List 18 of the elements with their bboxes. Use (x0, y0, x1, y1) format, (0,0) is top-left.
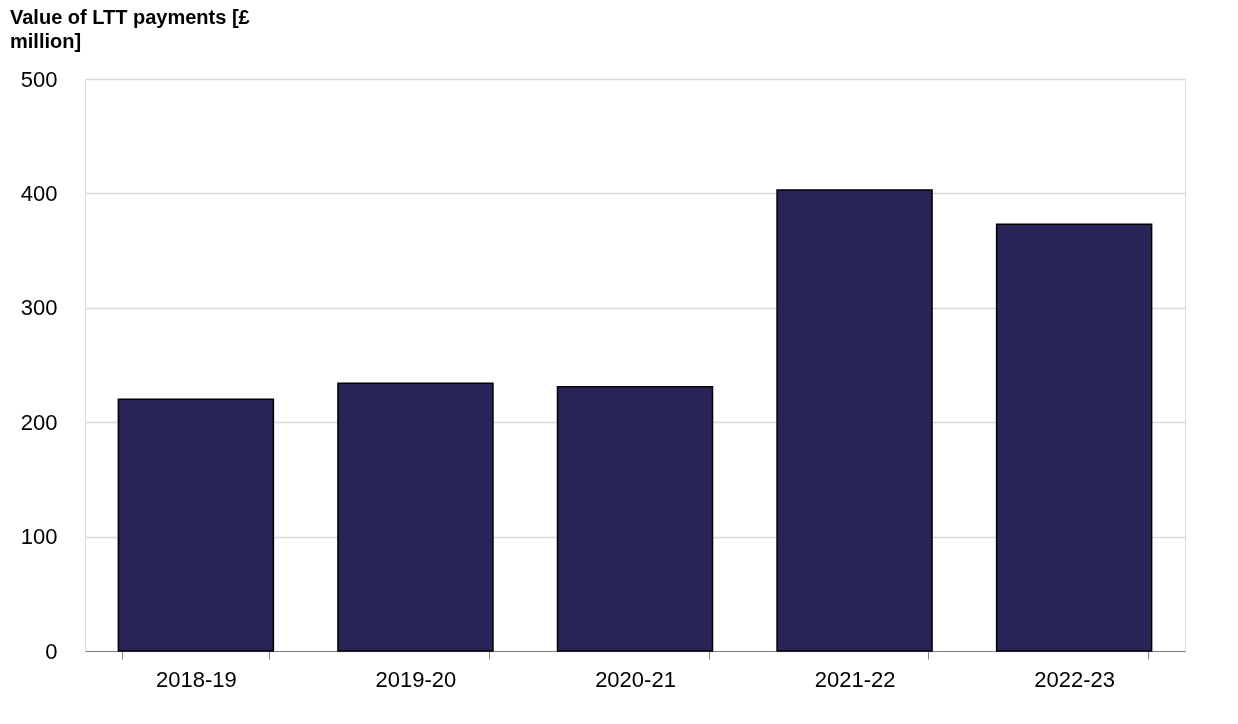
y-tick-label: 500 (20, 66, 58, 92)
x-tick-label: 2022-23 (1034, 666, 1115, 692)
x-tick-label: 2019-20 (375, 666, 457, 692)
x-tick-label: 2018-19 (156, 666, 237, 692)
bar (117, 398, 275, 652)
y-tick-label: 400 (20, 180, 58, 206)
y-tick-label: 100 (20, 524, 58, 550)
text: million] (10, 30, 82, 52)
bar (337, 382, 494, 652)
y-tick-label: 200 (20, 409, 58, 435)
text: Value of LTT payments [£ (10, 6, 250, 28)
x-tick-label: 2021-22 (814, 666, 896, 692)
bar (995, 223, 1153, 652)
bar (776, 189, 933, 652)
y-tick-label: 0 (45, 638, 58, 664)
bar (556, 385, 714, 652)
y-tick-label: 300 (20, 295, 58, 321)
x-tick-label: 2020-21 (595, 666, 676, 692)
